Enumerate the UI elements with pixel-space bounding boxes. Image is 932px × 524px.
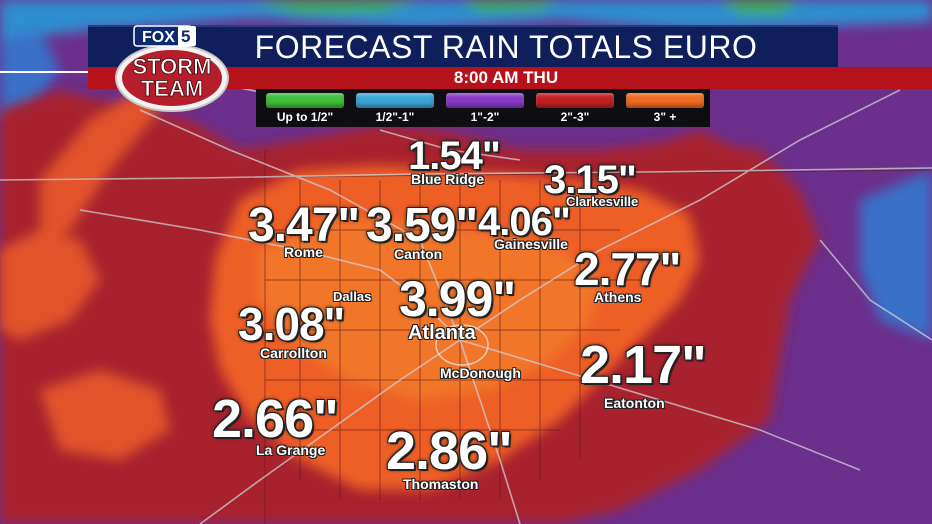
logo-storm-text: STORM [132,54,211,79]
logo-team-text: TEAM [141,76,203,101]
city-eatonton: Eatonton [604,395,665,411]
legend-swatch [446,93,524,108]
amount-athens: 2.77" [574,243,681,295]
city-carrollton: Carrollton [260,345,327,361]
city-mcdonough: McDonough [440,365,521,381]
city-thomaston: Thomaston [403,476,479,492]
amount-clarkesville: 3.15" [544,158,637,202]
amount-la-grange: 2.66" [212,389,339,449]
map-title: FORECAST RAIN TOTALS EURO [254,29,758,65]
legend-swatch [536,93,614,108]
forecast-time: 8:00 AM THU [453,68,559,87]
legend-swatch [266,93,344,108]
legend-label: 2"-3" [560,110,590,124]
city-blue-ridge: Blue Ridge [411,171,485,187]
city-atlanta: Atlanta [408,322,476,344]
legend-label: Up to 1/2" [276,110,334,124]
rainfall-legend: Up to 1/2" 1/2"-1" 1"-2" 2"-3" 3" + [256,89,710,127]
amount-canton: 3.59" [366,199,478,252]
legend-item-up-to-half: Up to 1/2" [260,89,350,127]
amount-carrollton: 3.08" [238,298,345,350]
amount-blue-ridge: 1.54" [408,134,501,178]
amount-thomaston: 2.86" [386,421,513,481]
city-rome: Rome [284,244,323,260]
subtitle-bar [88,67,838,89]
legend-item-three-plus: 3" + [620,89,710,127]
city-clarkesville: Clarkesville [566,194,639,209]
city-athens: Athens [594,289,642,305]
city-la-grange: La Grange [256,442,326,458]
rain-zone-light [0,0,932,340]
legend-item-half-to-one: 1/2"-1" [350,89,440,127]
legend-item-two-to-three: 2"-3" [530,89,620,127]
legend-swatch [626,93,704,108]
legend-item-one-to-two: 1"-2" [440,89,530,127]
legend-swatch [356,93,434,108]
city-gainesville: Gainesville [494,236,568,252]
amount-eatonton: 2.17" [580,335,707,395]
amount-rome: 3.47" [248,199,360,252]
legend-label: 1/2"-1" [375,110,415,124]
subtitle-bar-extension [838,67,932,89]
atlanta-perimeter [435,324,489,366]
header-accent-line [0,71,100,73]
legend-label: 3" + [653,110,677,124]
fox5-storm-team-logo: FOX 5 STORM TEAM [115,25,229,112]
city-canton: Canton [394,246,443,262]
amount-gainesville: 4.06" [478,200,571,244]
legend-label: 1"-2" [470,110,500,124]
logo-fox-text: FOX [142,29,175,46]
city-dallas: Dallas [333,289,372,304]
logo-channel-number: 5 [181,27,190,46]
amount-atlanta: 3.99" [399,271,516,327]
